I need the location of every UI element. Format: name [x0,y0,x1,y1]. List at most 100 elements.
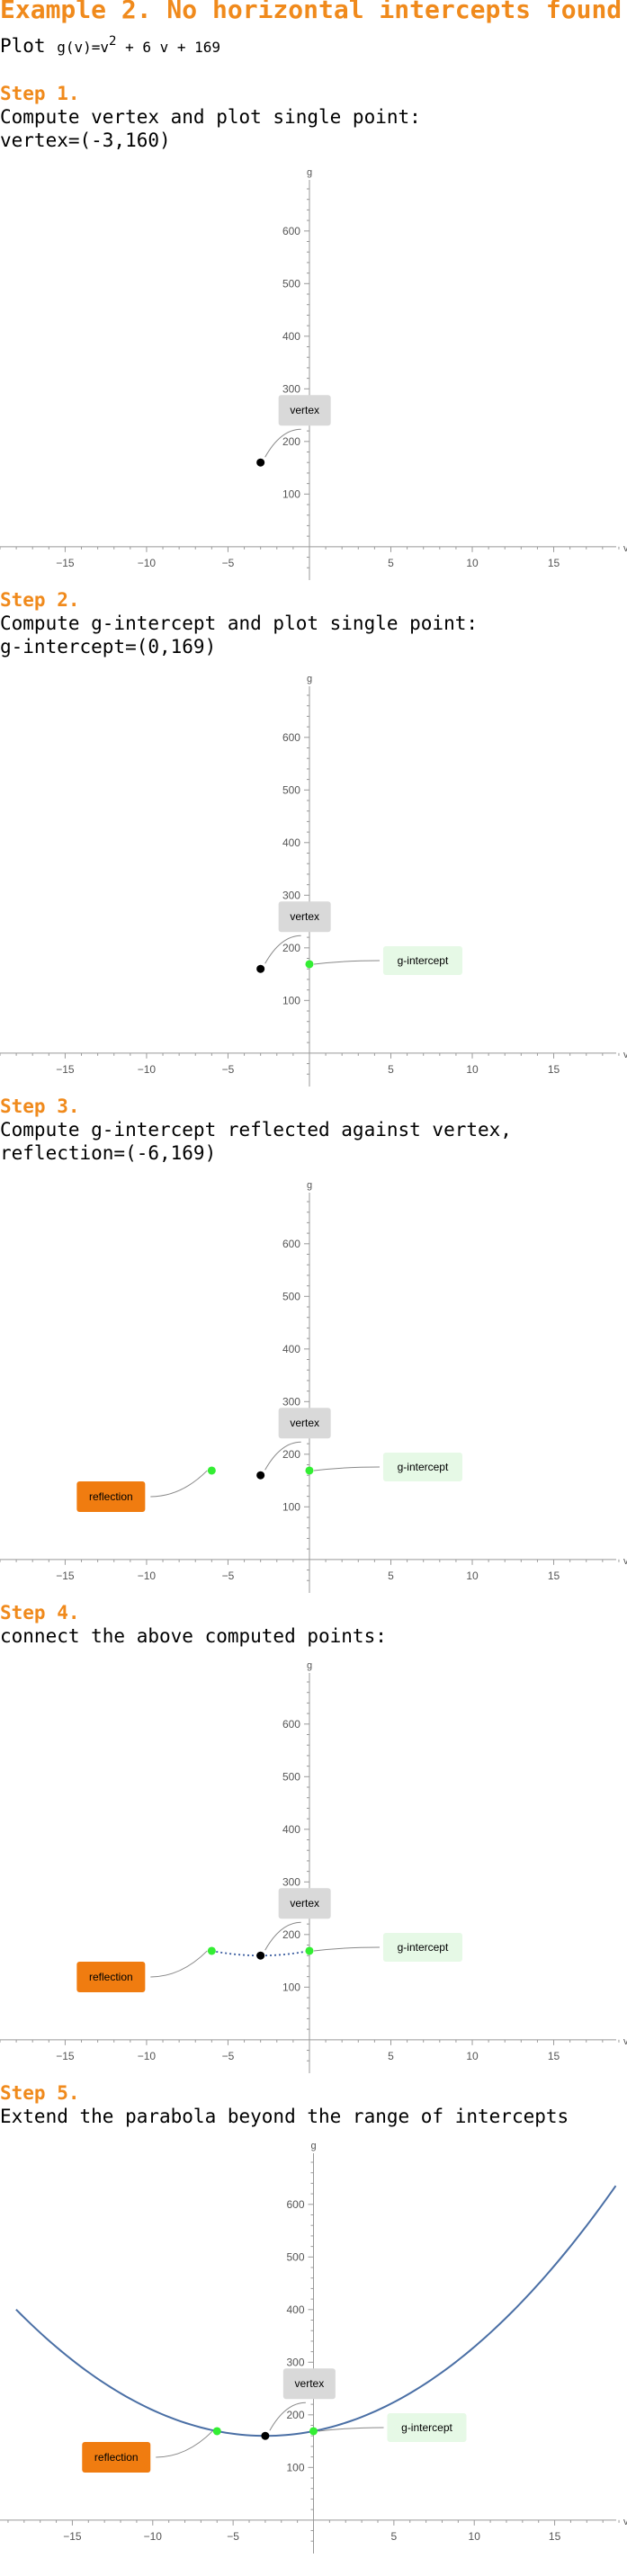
y-tick-label: 400 [286,2303,304,2316]
vertex-leader-line [264,1441,301,1471]
y-tick-label: 300 [282,1875,300,1888]
parabola-curve [211,1950,310,1957]
step-1-text: Compute vertex and plot single point: [0,106,421,128]
x-axis-label: v [623,543,627,554]
y-tick-label: 100 [286,2461,304,2473]
x-tick-label: 15 [548,1063,560,1076]
vertex-label-box [278,1888,331,1919]
y-tick-label: 600 [282,1238,300,1250]
vertex-label: vertex [290,404,319,416]
y-tick-label: 100 [282,994,300,1006]
y-tick-label: 500 [282,783,300,796]
x-tick-label: 15 [549,2530,561,2543]
x-tick-label: 15 [548,2050,560,2062]
y-tick-label: 500 [286,2250,304,2263]
step-4-title: Step 4. [0,1602,80,1623]
plot-prefix: Plot [0,35,58,57]
g-intercept-label-box [387,2412,467,2442]
y-axis-label: g [307,167,312,178]
x-tick-label: −5 [227,2530,239,2543]
reflection-point [207,1946,216,1955]
step-1-title: Step 1. [0,83,80,104]
step-1-value: vertex=(-3,160) [0,130,171,151]
y-tick-label: 400 [282,836,300,849]
x-tick-label: 10 [466,557,479,569]
y-tick-label: 300 [286,2356,304,2368]
reflection-label-box [82,2441,151,2473]
y-axis-label: g [307,674,312,684]
reflection-leader-line [156,2430,213,2458]
x-axis-label: v [623,1050,627,1060]
vertex-leader-line [269,2402,306,2431]
x-tick-label: −15 [56,1063,75,1076]
vertex-leader-line [264,428,301,458]
vertex-point [256,964,265,973]
y-tick-label: 200 [282,1448,300,1461]
y-axis-label: g [311,2141,317,2151]
y-axis-label: g [307,1180,312,1191]
reflection-point [207,1466,216,1475]
y-tick-label: 600 [282,1718,300,1731]
y-tick-label: 600 [282,225,300,237]
y-tick-label: 300 [282,1395,300,1408]
y-tick-label: 600 [282,731,300,744]
g-intercept-label: g-intercept [398,954,449,967]
g-intercept-label: g-intercept [398,1461,449,1473]
x-tick-label: 5 [388,1063,394,1076]
function-rhs: + 6 v + 169 [116,39,221,56]
x-tick-label: 5 [391,2530,398,2543]
x-axis-label: v [623,2517,627,2527]
y-tick-label: 200 [282,1928,300,1941]
g-intercept-point [305,960,314,969]
function-lhs: g(v)=v [57,39,110,56]
x-tick-label: 15 [548,557,560,569]
reflection-label: reflection [89,1971,133,1983]
y-tick-label: 100 [282,487,300,500]
x-tick-label: −5 [222,557,235,569]
g-intercept-label: g-intercept [401,2421,452,2434]
x-axis-label: v [623,1556,627,1567]
vertex-label-box [278,395,331,426]
x-tick-label: 5 [388,1570,394,1582]
y-tick-label: 500 [282,1770,300,1783]
x-tick-label: 10 [469,2530,481,2543]
reflection-label: reflection [94,2451,139,2464]
vertex-label-box [278,901,331,933]
x-tick-label: −5 [222,1063,235,1076]
y-tick-label: 200 [286,2409,304,2421]
vertex-label: vertex [290,910,319,923]
x-tick-label: −10 [138,557,157,569]
x-tick-label: −15 [56,2050,75,2062]
vertex-leader-line [264,935,301,964]
reflection-label: reflection [89,1490,133,1503]
reflection-label-box [76,1961,146,1992]
x-axis-label: v [623,2036,627,2047]
x-tick-label: 10 [466,1570,479,1582]
function-exponent: 2 [109,34,117,49]
x-tick-label: −10 [144,2530,163,2543]
g-intercept-point [305,1466,314,1475]
vertex-point [261,2431,270,2440]
g-intercept-point [305,1946,314,1955]
x-tick-label: −10 [138,1063,157,1076]
reflection-label-box [76,1480,146,1512]
step-3-value: reflection=(-6,169) [0,1142,217,1164]
g-intercept-leader-line [313,960,380,965]
step-3-text: Compute g-intercept reflected against ve… [0,1119,512,1140]
x-tick-label: −10 [138,1570,157,1582]
step-1-chart: v g −15 −10 −5 5 10 15 100 200 300 400 500 600 vertex [0,167,627,580]
x-tick-label: 10 [466,1063,479,1076]
x-tick-label: −15 [56,1570,75,1582]
y-tick-label: 100 [282,1981,300,1993]
y-tick-label: 400 [282,330,300,343]
step-5-chart: v g −15 −10 −5 5 10 15 100 200 300 400 500 600 vertex g… [0,2141,627,2554]
g-intercept-label-box [382,1452,462,1481]
vertex-label-box [278,1408,331,1439]
step-3-title: Step 3. [0,1096,80,1117]
reflection-leader-line [150,1470,208,1498]
vertex-point [256,1951,265,1960]
y-tick-label: 400 [282,1343,300,1355]
page-title: Example 2. No horizontal intercepts foun… [0,0,623,24]
x-tick-label: −15 [63,2530,82,2543]
g-intercept-leader-line [313,1946,380,1952]
